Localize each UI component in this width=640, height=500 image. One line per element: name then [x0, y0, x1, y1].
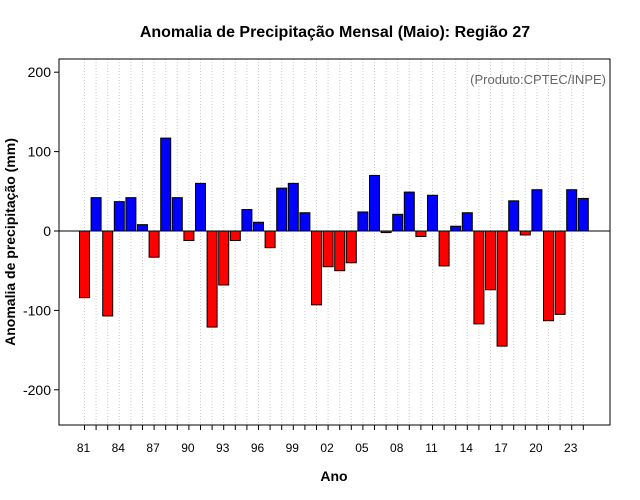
bar-2006	[369, 174, 380, 232]
x-tick-label: 99	[286, 441, 300, 455]
bar-2010	[415, 230, 427, 238]
bar-1995	[241, 209, 253, 232]
bar-1987	[148, 230, 160, 258]
y-tick-label: -100	[23, 302, 51, 318]
bar-1985	[125, 197, 137, 232]
bar-2012	[438, 230, 450, 267]
bar-2015	[473, 230, 485, 325]
x-tick-label: 93	[216, 441, 230, 455]
x-tick-label: 96	[251, 441, 265, 455]
bar-1986	[137, 224, 148, 232]
x-tick-label: 14	[460, 441, 474, 455]
bar-1999	[287, 182, 299, 232]
x-axis: 81 84 87 90 93 96 99 02 05 08 11 14 17 20 23	[77, 425, 584, 455]
x-tick-label: 90	[181, 441, 195, 455]
x-tick-label: 87	[146, 441, 160, 455]
bar-2008	[392, 213, 404, 232]
x-tick-label: 11	[425, 441, 438, 455]
bar-2004	[345, 230, 357, 264]
bar-1998	[276, 187, 288, 232]
bar-2005	[357, 211, 369, 232]
x-tick-label: 02	[320, 441, 334, 455]
bar-1984	[113, 201, 125, 232]
y-axis: -200 -100 0 100 200	[23, 64, 59, 398]
bar-2016	[485, 230, 496, 291]
x-axis-title: Ano	[320, 468, 347, 484]
y-tick-label: 100	[28, 144, 52, 160]
bar-1993	[218, 230, 230, 286]
bar-2009	[403, 191, 415, 232]
x-tick-label: 20	[529, 441, 543, 455]
bars	[79, 137, 589, 347]
bar-1989	[171, 197, 183, 232]
bar-2007	[380, 230, 392, 234]
bar-1994	[229, 230, 241, 242]
plot-frame	[58, 58, 611, 426]
x-tick-label: 17	[494, 441, 508, 455]
bar-2021	[543, 230, 554, 322]
x-tick-label: 81	[77, 441, 91, 455]
bar-2014	[461, 212, 473, 232]
bar-1990	[183, 230, 195, 242]
bar-2020	[531, 189, 543, 232]
bar-2017	[496, 230, 508, 347]
bar-2024	[577, 197, 589, 232]
x-tick-label: 08	[390, 441, 404, 455]
x-tick-label: 84	[112, 441, 126, 455]
bar-2000	[299, 212, 311, 232]
bar-1983	[102, 230, 114, 317]
y-tick-label: 200	[28, 64, 52, 80]
chart-title: Anomalia de Precipitação Mensal (Maio): …	[140, 24, 530, 41]
bar-2013	[450, 225, 462, 232]
bar-1982	[90, 197, 102, 232]
bar-2011	[427, 194, 438, 232]
bar-1981	[79, 230, 90, 299]
y-tick-label: 0	[43, 223, 51, 239]
bar-2002	[322, 230, 334, 268]
y-tick-label: -200	[23, 382, 51, 398]
bar-1992	[206, 230, 218, 328]
bar-2023	[566, 189, 578, 232]
bar-1991	[195, 182, 206, 232]
bar-2022	[554, 230, 566, 315]
bar-1997	[264, 230, 276, 249]
bar-2003	[334, 230, 346, 272]
x-tick-label: 05	[355, 441, 369, 455]
bar-1988	[160, 137, 172, 232]
bar-2018	[508, 200, 520, 232]
y-axis-title: Anomalia de precipitação (mm)	[2, 138, 18, 346]
bar-1996	[253, 221, 264, 232]
bar-2001	[311, 230, 322, 306]
x-tick-label: 23	[564, 441, 578, 455]
credit-label: (Produto:CPTEC/INPE)	[470, 72, 606, 87]
bar-2019	[519, 230, 531, 236]
